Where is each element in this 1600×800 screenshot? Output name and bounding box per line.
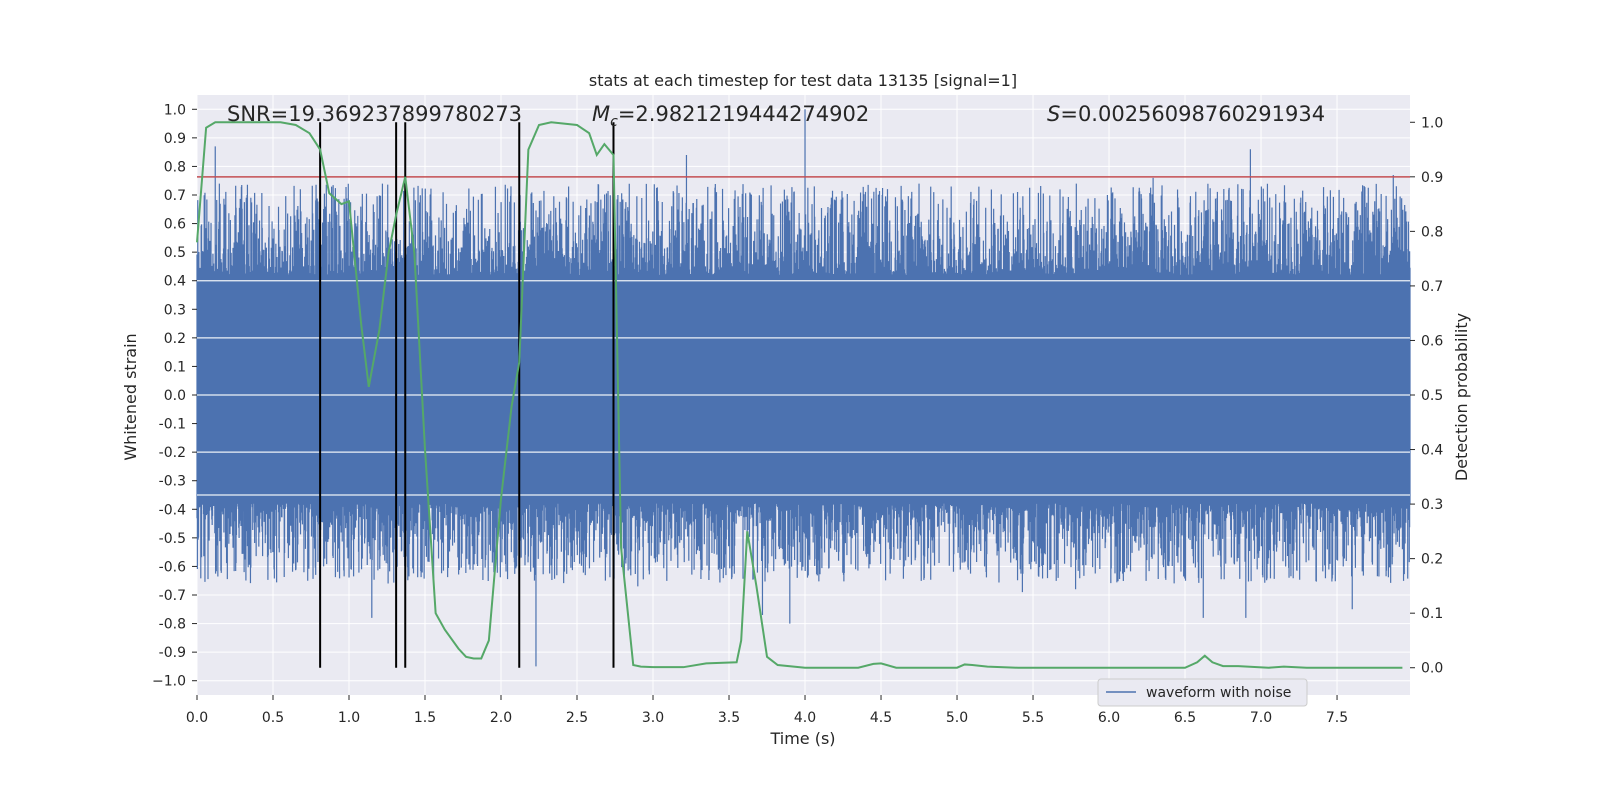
chirp-mass-value: =2.9821219444274902 bbox=[618, 102, 869, 126]
y-left-tick-label: 0.5 bbox=[164, 245, 186, 261]
y-left-tick-label: 0.6 bbox=[164, 217, 186, 233]
waveform-series bbox=[196, 109, 1411, 667]
legend-box bbox=[1097, 678, 1308, 707]
y-left-tick-label: -0.9 bbox=[159, 645, 186, 661]
y-left-tick-label: -0.4 bbox=[159, 502, 186, 518]
y-right-tick-label: 0.6 bbox=[1421, 333, 1443, 349]
y-left-tick-label: 0.2 bbox=[164, 331, 186, 347]
y-right-tick-label: 0.2 bbox=[1421, 552, 1443, 568]
x-tick-label: 5.0 bbox=[946, 710, 968, 726]
x-axis-ticks: 0.0 0.5 1.0 1.5 2.0 2.5 3.0 3.5 4.0 4.5 5.0 5.5 6.0 6… bbox=[186, 695, 1348, 726]
s-annotation: S=0.00256098760291934 bbox=[1047, 102, 1325, 126]
chart-title: stats at each timestep for test data 131… bbox=[589, 71, 1017, 90]
overlay-layer bbox=[196, 121, 1410, 669]
y-right-tick-label: 0.9 bbox=[1421, 170, 1443, 186]
y-right-tick-label: 0.1 bbox=[1421, 606, 1443, 622]
y-left-tick-label: -0.3 bbox=[159, 474, 186, 490]
x-tick-label: 1.5 bbox=[414, 710, 436, 726]
x-tick-label: 3.0 bbox=[642, 710, 664, 726]
y-left-tick-label: -0.7 bbox=[159, 588, 186, 604]
legend: waveform with noise bbox=[1097, 678, 1308, 707]
y-left-tick-label: -0.8 bbox=[159, 617, 186, 633]
y-right-tick-label: 0.4 bbox=[1421, 443, 1443, 459]
chirp-mass-annotation: Mc=2.9821219444274902 bbox=[592, 102, 869, 130]
x-tick-label: 2.0 bbox=[490, 710, 512, 726]
waveform-core-band bbox=[197, 332, 1410, 498]
x-tick-label: 4.5 bbox=[870, 710, 892, 726]
s-symbol: S bbox=[1047, 102, 1060, 126]
y-right-axis-ticks: 1.0 0.9 0.8 0.7 0.6 0.5 0.4 0.3 0.2 0.1 0.0 bbox=[1410, 115, 1443, 677]
x-tick-label: 3.5 bbox=[718, 710, 740, 726]
y-left-tick-label: 0.4 bbox=[164, 274, 186, 290]
snr-annotation: SNR=19.369237899780273 bbox=[227, 102, 522, 126]
y-left-tick-label: -0.2 bbox=[159, 445, 186, 461]
y-right-tick-label: 1.0 bbox=[1421, 115, 1443, 131]
y-left-axis-ticks: 1.0 0.9 0.8 0.7 0.6 0.5 0.4 0.3 0.2 0.1 0.0 -0.1 -0.… bbox=[152, 102, 197, 690]
y-right-tick-label: 0.8 bbox=[1421, 224, 1443, 240]
y-left-tick-label: 0.0 bbox=[164, 388, 186, 404]
x-tick-label: 5.5 bbox=[1022, 710, 1044, 726]
x-tick-label: 2.5 bbox=[566, 710, 588, 726]
y-right-tick-label: 0.7 bbox=[1421, 279, 1443, 295]
x-tick-label: 7.0 bbox=[1250, 710, 1272, 726]
x-tick-label: 1.0 bbox=[338, 710, 360, 726]
y-left-tick-label: -0.1 bbox=[159, 417, 186, 433]
s-value: =0.00256098760291934 bbox=[1060, 102, 1325, 126]
y-left-tick-label: −1.0 bbox=[152, 674, 186, 690]
x-tick-label: 0.0 bbox=[186, 710, 208, 726]
y-left-tick-label: 0.9 bbox=[164, 131, 186, 147]
y-right-axis-label: Detection probability bbox=[1452, 313, 1471, 481]
y-left-tick-label: 0.8 bbox=[164, 159, 186, 175]
y-left-tick-label: 0.3 bbox=[164, 302, 186, 318]
x-tick-label: 6.0 bbox=[1098, 710, 1120, 726]
x-tick-label: 7.5 bbox=[1326, 710, 1348, 726]
x-tick-label: 6.5 bbox=[1174, 710, 1196, 726]
y-right-tick-label: 0.3 bbox=[1421, 497, 1443, 513]
x-tick-label: 4.0 bbox=[794, 710, 816, 726]
x-axis-label: Time (s) bbox=[769, 729, 835, 748]
detection-probability-line bbox=[196, 121, 1403, 669]
chirp-mass-subscript: c bbox=[610, 114, 618, 130]
x-tick-label: 0.5 bbox=[262, 710, 284, 726]
y-left-tick-label: 0.1 bbox=[164, 359, 186, 375]
y-right-tick-label: 0.5 bbox=[1421, 388, 1443, 404]
legend-label-waveform: waveform with noise bbox=[1146, 685, 1291, 701]
y-left-tick-label: -0.5 bbox=[159, 531, 186, 547]
y-left-axis-label: Whitened strain bbox=[121, 333, 140, 460]
y-left-tick-label: 0.7 bbox=[164, 188, 186, 204]
y-left-tick-label: 1.0 bbox=[164, 102, 186, 118]
chirp-mass-symbol: M bbox=[592, 102, 610, 126]
y-right-tick-label: 0.0 bbox=[1421, 661, 1443, 677]
y-left-tick-label: -0.6 bbox=[159, 559, 186, 575]
